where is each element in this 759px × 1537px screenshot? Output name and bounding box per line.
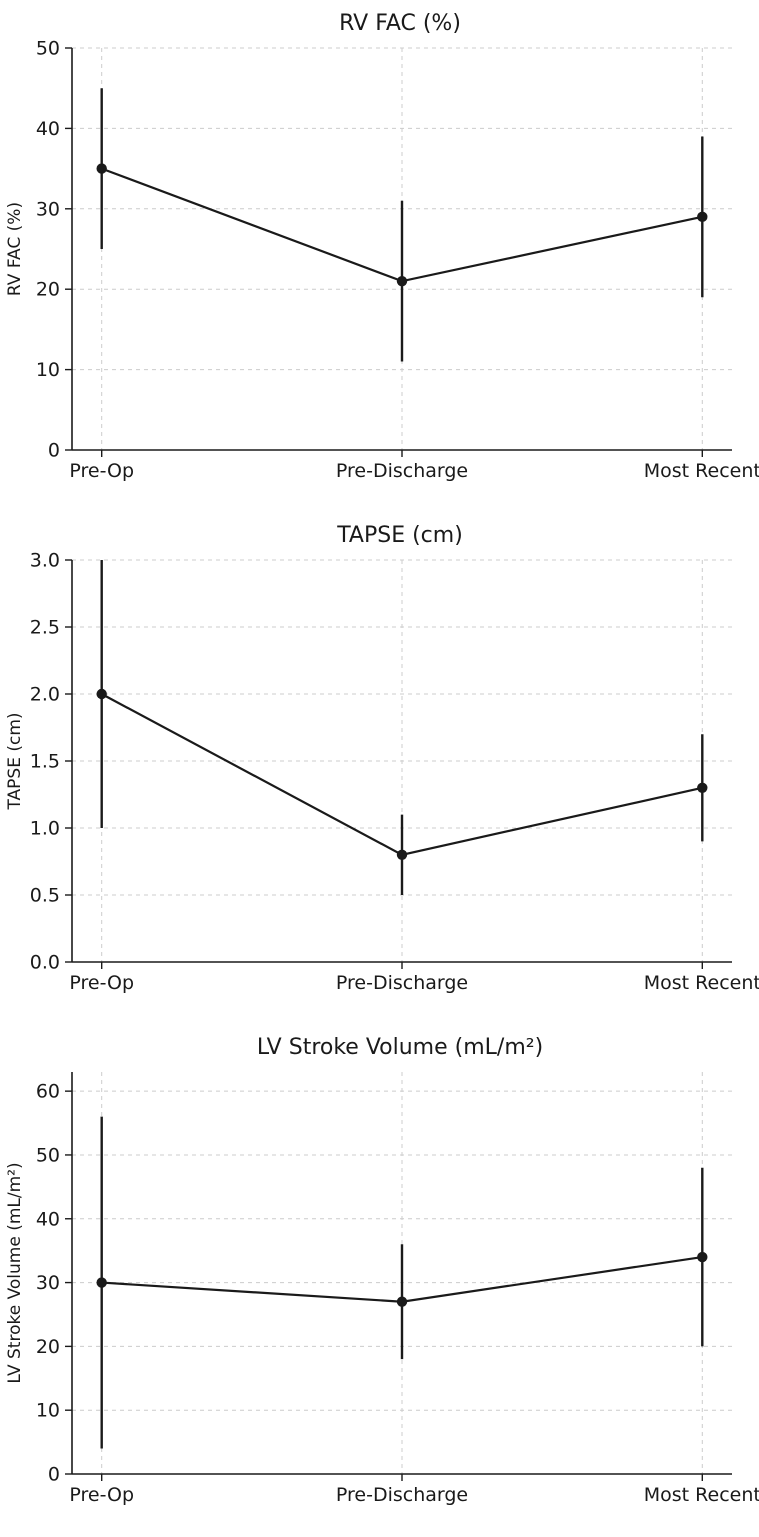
y-axis-label: TAPSE (cm) xyxy=(5,712,25,810)
y-tick-label: 40 xyxy=(36,1208,60,1230)
y-tick-label: 10 xyxy=(36,359,60,381)
y-tick-label: 2.0 xyxy=(30,684,60,706)
x-tick-label: Pre-Op xyxy=(69,972,134,994)
data-point-marker xyxy=(396,275,408,287)
y-tick-label: 20 xyxy=(36,1336,60,1358)
data-point-marker xyxy=(96,1277,107,1288)
data-point-marker xyxy=(697,1251,708,1263)
y-tick-label: 2.5 xyxy=(30,617,60,639)
x-tick-label: Pre-Op xyxy=(69,460,134,482)
data-point-marker xyxy=(96,163,107,174)
y-tick-label: 40 xyxy=(36,118,60,140)
data-point-marker xyxy=(396,849,408,860)
data-point-marker xyxy=(697,211,708,223)
data-point-marker xyxy=(697,782,708,793)
y-axis-label: LV Stroke Volume (mL/m²) xyxy=(5,1162,25,1383)
data-point-marker xyxy=(96,688,107,700)
chart-title: LV Stroke Volume (mL/m²) xyxy=(257,1035,543,1060)
y-tick-label: 50 xyxy=(36,38,60,60)
x-tick-label: Pre-Discharge xyxy=(336,972,468,994)
figure-tapse: TAPSE (cm) TAPSE (cm) 0.0 0.5 1.0 1.5 2.0 2.5… xyxy=(0,512,759,1024)
x-tick-label: Pre-Discharge xyxy=(336,1484,468,1506)
y-tick-label: 30 xyxy=(36,198,60,220)
chart-title: TAPSE (cm) xyxy=(336,523,463,548)
tapse-chart: TAPSE (cm) TAPSE (cm) 0.0 0.5 1.0 1.5 2.0 2.5… xyxy=(5,523,759,994)
figure-lv-stroke-volume: LV Stroke Volume (mL/m²) LV Stroke Volum… xyxy=(0,1024,759,1536)
y-tick-label: 0.5 xyxy=(30,885,60,907)
x-tick-label: Pre-Op xyxy=(69,1484,134,1506)
y-tick-label: 1.0 xyxy=(30,818,60,840)
y-tick-label: 30 xyxy=(36,1272,60,1294)
data-point-marker xyxy=(396,1296,408,1307)
y-tick-label: 50 xyxy=(36,1144,60,1166)
y-tick-label: 60 xyxy=(36,1081,60,1103)
chart-title: RV FAC (%) xyxy=(339,11,461,36)
x-tick-label: Most Recent xyxy=(644,972,759,994)
x-tick-label: Most Recent xyxy=(644,460,759,482)
x-tick-label: Pre-Discharge xyxy=(336,460,468,482)
y-tick-label: 0.0 xyxy=(30,952,60,974)
y-tick-label: 20 xyxy=(36,279,60,301)
y-tick-label: 3.0 xyxy=(30,550,60,572)
y-axis-label: RV FAC (%) xyxy=(5,202,25,296)
y-tick-label: 1.5 xyxy=(30,751,60,773)
figure-rv-fac: RV FAC (%) RV FAC (%) 0 10 20 30 40 50 Pre-Op P… xyxy=(0,0,759,512)
x-tick-label: Most Recent xyxy=(644,1484,759,1506)
y-tick-label: 0 xyxy=(48,440,60,462)
rv-fac-chart: RV FAC (%) RV FAC (%) 0 10 20 30 40 50 Pre-Op P… xyxy=(5,11,759,482)
y-tick-label: 10 xyxy=(36,1400,60,1422)
lv-stroke-volume-chart: LV Stroke Volume (mL/m²) LV Stroke Volum… xyxy=(5,1035,759,1506)
y-tick-label: 0 xyxy=(48,1464,60,1486)
